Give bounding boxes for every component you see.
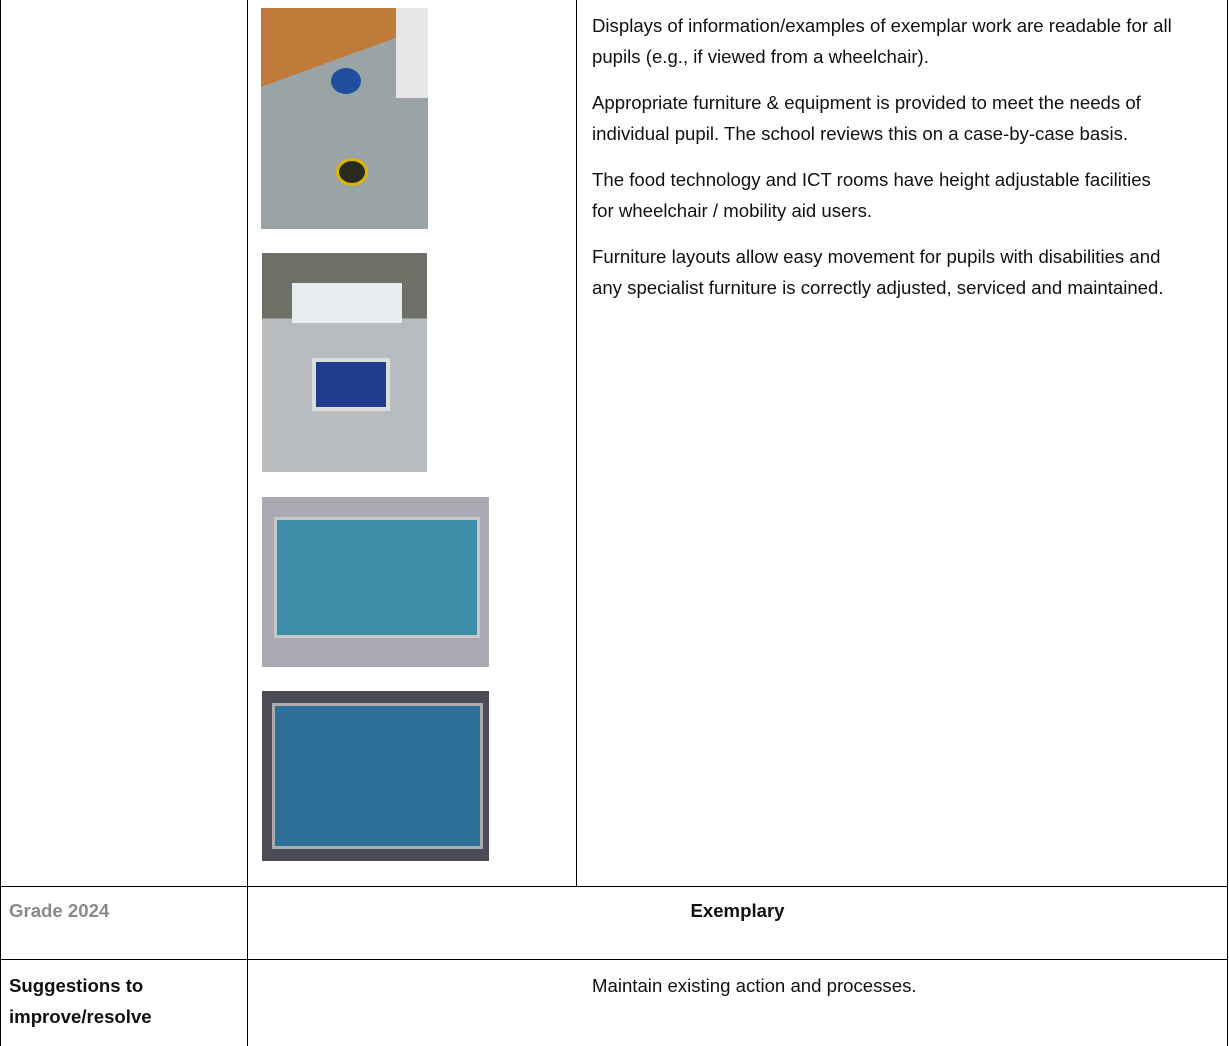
photo-bench bbox=[261, 8, 428, 229]
border bbox=[0, 959, 1228, 960]
photo-chair bbox=[262, 253, 427, 472]
border bbox=[0, 0, 1, 1046]
border bbox=[0, 886, 1228, 887]
evidence-paragraph: Displays of information/examples of exem… bbox=[592, 15, 1172, 67]
evidence-text: Displays of information/examples of exem… bbox=[592, 10, 1172, 318]
photo-rrs-board: ​ bbox=[262, 691, 489, 861]
evidence-paragraph: The food technology and ICT rooms have h… bbox=[592, 169, 1151, 221]
grade-label: Grade 2024 bbox=[9, 900, 110, 921]
evidence-paragraph: Appropriate furniture & equipment is pro… bbox=[592, 92, 1141, 144]
border bbox=[1227, 0, 1228, 1046]
photo-display-board bbox=[262, 497, 489, 667]
border bbox=[247, 0, 248, 1046]
border bbox=[576, 0, 577, 886]
grade-value: Exemplary bbox=[690, 900, 785, 921]
suggestions-label: Suggestions to improve/resolve bbox=[9, 975, 152, 1027]
evidence-paragraph: Furniture layouts allow easy movement fo… bbox=[592, 246, 1164, 298]
suggestions-value: Maintain existing action and processes. bbox=[592, 975, 917, 996]
